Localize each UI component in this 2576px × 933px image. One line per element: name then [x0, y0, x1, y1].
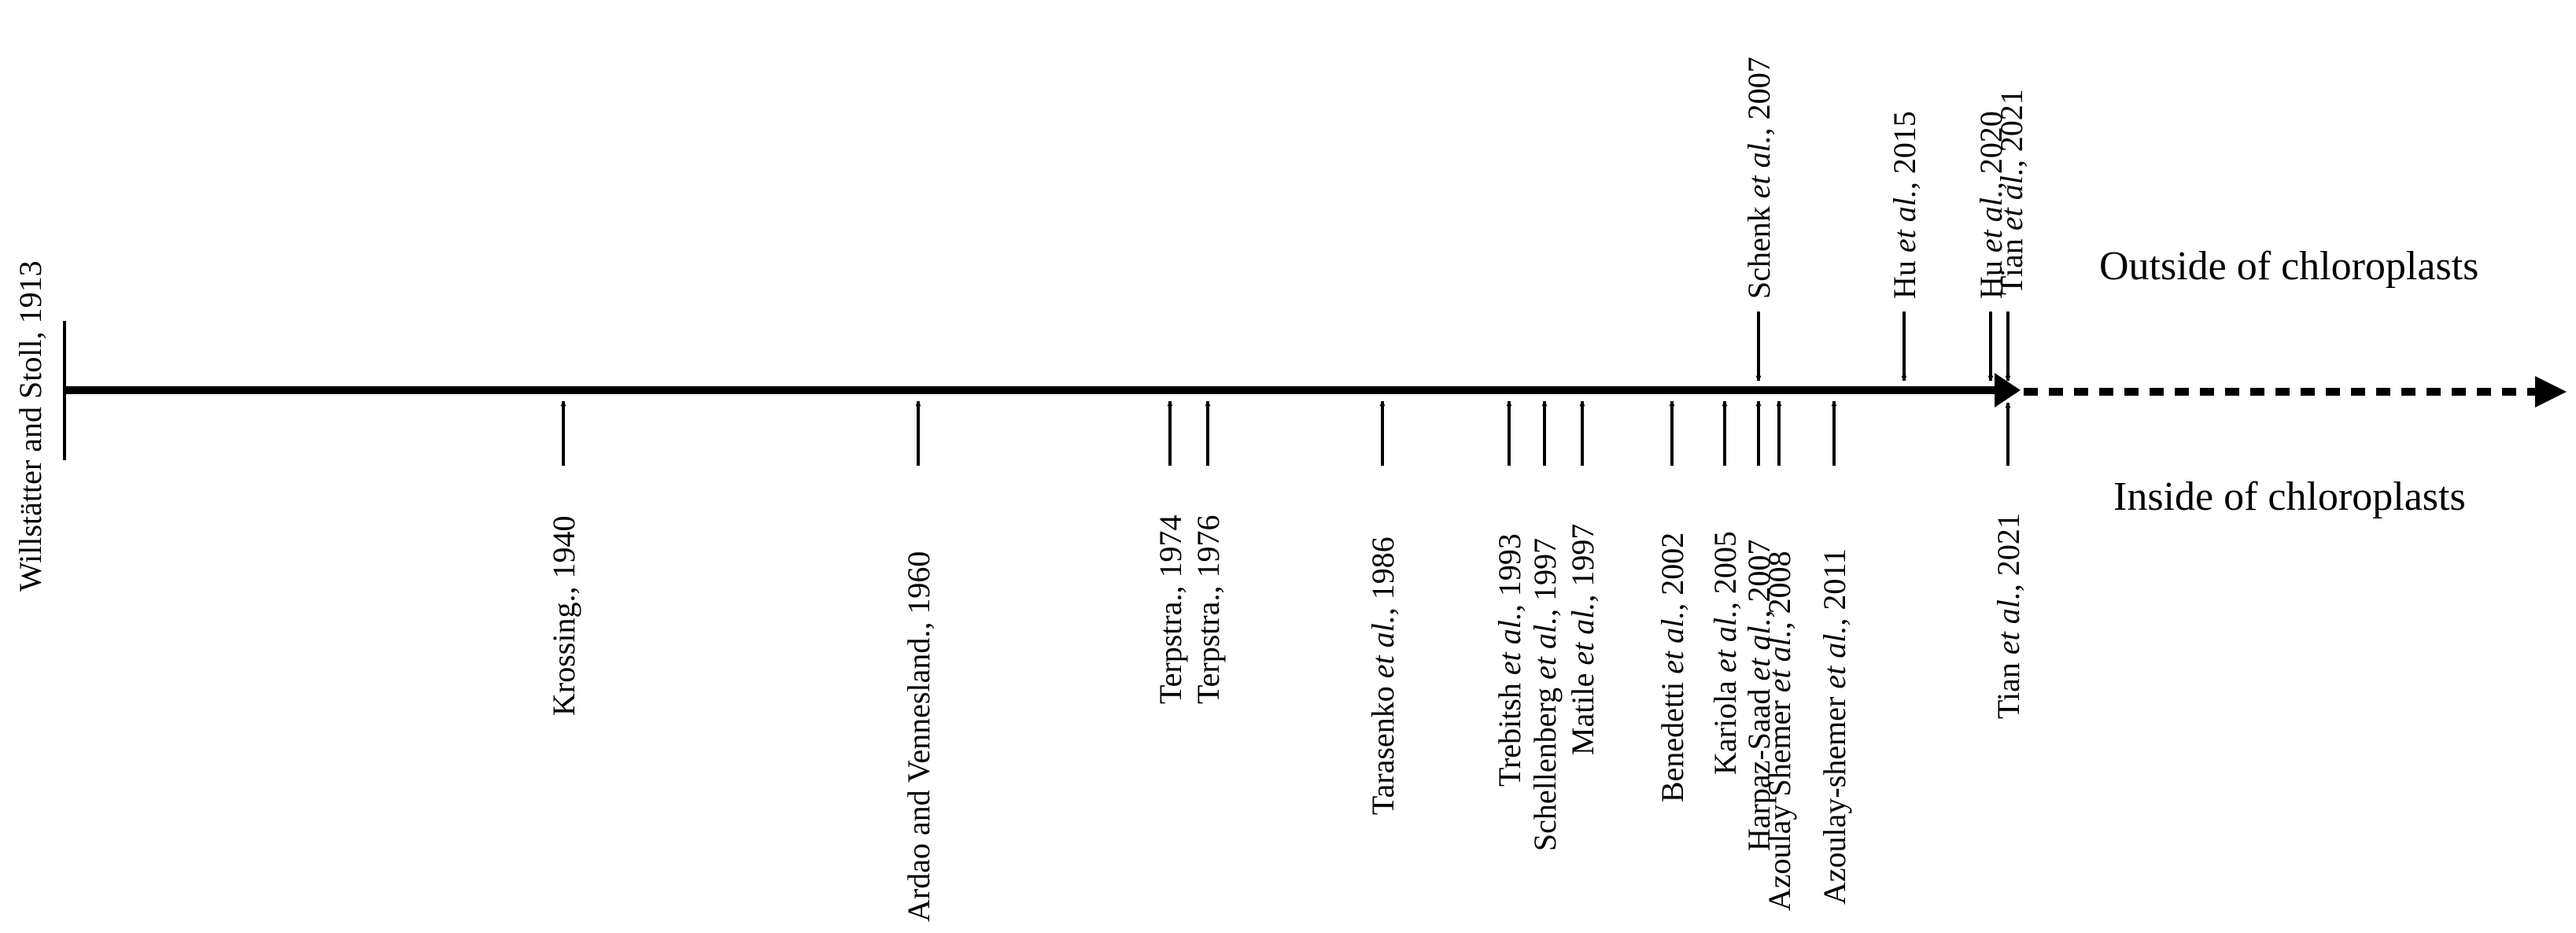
- event-etal: et al.: [1994, 168, 2029, 230]
- event-label: Tian et al., 2021: [1994, 89, 2029, 295]
- event-etal: et al.: [1365, 615, 1401, 678]
- event-label: Azoulay-shemer et al., 2011: [1817, 548, 1852, 905]
- start-label: Willstätter and Stoll, 1913: [13, 260, 48, 592]
- event-author: Trebitsh: [1492, 675, 1527, 787]
- event-etal: et al.: [1655, 611, 1690, 674]
- event-year: , 2007: [1741, 539, 1777, 618]
- event-kariola-2005: Kariola et al., 2005: [1707, 400, 1743, 775]
- event-etal: et al.: [1565, 603, 1600, 666]
- event-year: , 2021: [1991, 513, 2026, 592]
- event-year: , 1997: [1565, 524, 1600, 603]
- event-tian-2021-outside: Tian et al., 2021: [1994, 89, 2029, 382]
- event-label: Schenk et al., 2007: [1741, 57, 1777, 299]
- event-label: Tian et al., 2021: [1991, 513, 2026, 719]
- event-label: Hu et al., 2015: [1887, 111, 1922, 299]
- event-etal: et al.: [1817, 626, 1852, 689]
- timeline-axis-dashed-arrowhead: [2535, 376, 2567, 407]
- outside-chloroplasts-label: Outside of chloroplasts: [2099, 244, 2478, 289]
- event-author: Hu: [1973, 253, 2009, 299]
- event-tian-2021-inside: Tian et al., 2021: [1991, 402, 2026, 719]
- event-etal: et al.: [1762, 629, 1797, 692]
- event-year: , 2007: [1741, 57, 1777, 135]
- event-year: , 2021: [1994, 89, 2029, 168]
- event-schenk-2007: Schenk et al., 2007: [1741, 57, 1777, 382]
- event-author: Terpstra.: [1153, 594, 1188, 704]
- event-etal: et al.: [1492, 612, 1527, 675]
- event-hu-2015: Hu et al., 2015: [1887, 111, 1922, 382]
- event-year: , 1986: [1365, 537, 1401, 615]
- event-year: , 1974: [1153, 515, 1188, 594]
- event-year: , 1993: [1492, 533, 1527, 612]
- event-author: Benedetti: [1655, 674, 1690, 802]
- event-terpstra-1976: Terpstra., 1976: [1190, 400, 1226, 704]
- event-tarasenko-1986: Tarasenko et al., 1986: [1365, 400, 1401, 815]
- event-azoulay-shemer-2008: Azoulay Shemer et al., 2008: [1762, 400, 1797, 911]
- event-etal: et al.: [1973, 190, 2009, 253]
- event-author: Azoulay Shemer: [1762, 692, 1797, 911]
- event-etal: et al.: [1991, 592, 2026, 655]
- event-author: Azoulay-shemer: [1817, 689, 1852, 905]
- event-label: Ardao and Vennesland., 1960: [901, 551, 936, 922]
- event-matile-1997: Matile et al., 1997: [1565, 400, 1600, 755]
- event-author: Matile: [1565, 666, 1600, 755]
- event-year: , 2011: [1817, 548, 1852, 626]
- event-author: Harpaz-Saad: [1741, 680, 1777, 851]
- event-azoulay-shemer-2011: Azoulay-shemer et al., 2011: [1817, 400, 1852, 905]
- event-label: Terpstra., 1974: [1153, 515, 1188, 704]
- event-year: , 1997: [1527, 538, 1563, 617]
- event-year: , 1976: [1190, 515, 1226, 594]
- event-hu-2020: Hu et al., 2020: [1973, 111, 2009, 382]
- event-harpaz-saad-2007: Harpaz-Saad et al., 2007: [1741, 400, 1777, 851]
- event-etal: et al.: [1527, 617, 1563, 680]
- event-label: Terpstra., 1976: [1190, 515, 1226, 704]
- event-year: , 2008: [1762, 551, 1797, 629]
- event-author: Schellenberg: [1527, 680, 1563, 851]
- event-year: , 2015: [1887, 111, 1922, 190]
- event-year: , 1960: [901, 551, 936, 630]
- event-benedetti-2002: Benedetti et al., 2002: [1655, 400, 1690, 802]
- inside-events: Krossing., 1940 Ardao and Vennesland., 1…: [546, 400, 2026, 922]
- event-label: Azoulay Shemer et al., 2008: [1762, 551, 1797, 911]
- event-label: Benedetti et al., 2002: [1655, 533, 1690, 802]
- event-year: , 2002: [1655, 533, 1690, 611]
- event-author: Terpstra.: [1190, 594, 1226, 704]
- event-year: , 2020: [1973, 111, 2009, 190]
- event-label: Hu et al., 2020: [1973, 111, 2009, 299]
- event-author: Ardao and Vennesland.: [901, 630, 936, 922]
- event-trebitsh-1993: Trebitsh et al., 1993: [1492, 400, 1527, 787]
- event-label: Kariola et al., 2005: [1707, 531, 1743, 775]
- event-etal: et al.: [1741, 135, 1777, 198]
- event-label: Harpaz-Saad et al., 2007: [1741, 539, 1777, 851]
- event-author: Schenk: [1741, 198, 1777, 299]
- event-label: Schellenberg et al., 1997: [1527, 538, 1563, 851]
- inside-chloroplasts-label: Inside of chloroplasts: [2113, 474, 2466, 519]
- event-year: , 1940: [546, 516, 581, 595]
- event-krossing-1940: Krossing., 1940: [546, 400, 581, 716]
- event-ardao-1960: Ardao and Vennesland., 1960: [901, 400, 936, 922]
- outside-events: Schenk et al., 2007 Hu et al., 2015 Hu e…: [1741, 57, 2029, 382]
- event-label: Krossing., 1940: [546, 516, 581, 716]
- event-label: Tarasenko et al., 1986: [1365, 537, 1401, 815]
- event-year: , 2005: [1707, 531, 1743, 610]
- event-schellenberg-1997: Schellenberg et al., 1997: [1527, 400, 1563, 851]
- event-label: Trebitsh et al., 1993: [1492, 533, 1527, 787]
- event-etal: et al.: [1707, 610, 1743, 673]
- event-author: Kariola: [1707, 673, 1743, 775]
- timeline-axis-solid-arrowhead: [1995, 373, 2021, 407]
- event-author: Tarasenko: [1365, 678, 1401, 815]
- event-label: Matile et al., 1997: [1565, 524, 1600, 755]
- event-author: Tian: [1991, 655, 2026, 719]
- event-author: Krossing.: [546, 595, 581, 716]
- event-author: Tian: [1994, 230, 2029, 295]
- event-terpstra-1974: Terpstra., 1974: [1153, 400, 1188, 704]
- event-author: Hu: [1887, 253, 1922, 299]
- event-etal: et al.: [1741, 618, 1777, 680]
- event-etal: et al.: [1887, 190, 1922, 253]
